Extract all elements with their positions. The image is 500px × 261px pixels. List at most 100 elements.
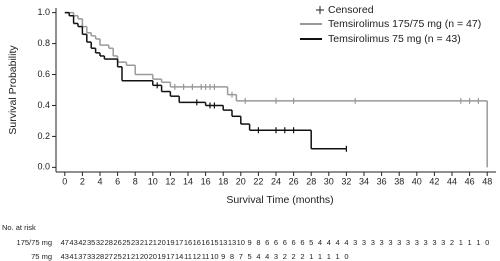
x-tick-label: 22 xyxy=(253,176,263,186)
risk-count: 2 xyxy=(300,252,304,261)
risk-count: 3 xyxy=(371,238,375,247)
risk-count: 9 xyxy=(221,252,225,261)
x-tick-label: 20 xyxy=(236,176,246,186)
risk-count: 0 xyxy=(344,252,348,261)
risk-count: 1 xyxy=(309,252,313,261)
risk-count: 6 xyxy=(274,238,278,247)
risk-count: 1 xyxy=(336,252,340,261)
risk-count: 23 xyxy=(131,238,139,247)
risk-count: 21 xyxy=(122,252,130,261)
x-tick-label: 2 xyxy=(80,176,85,186)
risk-count: 20 xyxy=(140,252,148,261)
risk-count: 32 xyxy=(96,238,104,247)
risk-count: 3 xyxy=(406,238,410,247)
risk-count: 26 xyxy=(113,238,121,247)
risk-count: 17 xyxy=(166,252,174,261)
x-tick-label: 24 xyxy=(271,176,281,186)
risk-count: 2 xyxy=(292,252,296,261)
risk-count: 8 xyxy=(256,238,260,247)
risk-count: 4 xyxy=(318,238,322,247)
risk-count: 4 xyxy=(336,238,340,247)
risk-row-label: 75 mg xyxy=(31,252,52,261)
x-tick-label: 10 xyxy=(148,176,158,186)
risk-count: 33 xyxy=(87,252,95,261)
x-tick-label: 0 xyxy=(62,176,67,186)
risk-count: 4 xyxy=(344,238,348,247)
risk-count: 21 xyxy=(131,252,139,261)
risk-count: 15 xyxy=(210,238,218,247)
risk-count: 21 xyxy=(140,238,148,247)
risk-count: 6 xyxy=(300,238,304,247)
risk-count: 41 xyxy=(69,252,77,261)
risk-count: 3 xyxy=(424,238,428,247)
y-tick-label: 0.0 xyxy=(37,162,50,172)
x-tick-label: 48 xyxy=(482,176,492,186)
risk-count: 3 xyxy=(415,238,419,247)
risk-table-title: No. at risk xyxy=(2,223,36,232)
risk-count: 3 xyxy=(353,238,357,247)
risk-count: 25 xyxy=(122,238,130,247)
x-tick-label: 14 xyxy=(183,176,193,186)
risk-row-label: 175/75 mg xyxy=(17,238,52,247)
risk-count: 1 xyxy=(327,252,331,261)
risk-count: 25 xyxy=(113,252,121,261)
risk-count: 21 xyxy=(149,238,157,247)
risk-count: 14 xyxy=(175,252,183,261)
x-axis-title: Survival Time (months) xyxy=(226,194,333,206)
risk-count: 8 xyxy=(230,252,234,261)
risk-count: 2 xyxy=(283,252,287,261)
risk-count: 2 xyxy=(450,238,454,247)
risk-count: 10 xyxy=(237,238,245,247)
legend-label: Temsirolimus 75 mg (n = 43) xyxy=(328,33,461,45)
risk-count: 6 xyxy=(283,238,287,247)
x-tick-label: 12 xyxy=(165,176,175,186)
risk-count: 3 xyxy=(397,238,401,247)
risk-count: 3 xyxy=(432,238,436,247)
risk-count: 1 xyxy=(318,252,322,261)
risk-count: 42 xyxy=(78,238,86,247)
x-tick-label: 46 xyxy=(465,176,475,186)
risk-count: 1 xyxy=(468,238,472,247)
x-tick-label: 34 xyxy=(359,176,369,186)
risk-count: 19 xyxy=(166,238,174,247)
risk-count: 13 xyxy=(219,238,227,247)
y-tick-label: 0.8 xyxy=(37,38,50,48)
risk-count: 3 xyxy=(362,238,366,247)
x-tick-label: 36 xyxy=(377,176,387,186)
risk-count: 20 xyxy=(157,238,165,247)
legend-label: Temsirolimus 175/75 mg (n = 47) xyxy=(328,18,481,30)
risk-count: 5 xyxy=(248,252,252,261)
risk-count: 20 xyxy=(149,252,157,261)
y-axis-title: Survival Probability xyxy=(7,45,19,135)
risk-count: 16 xyxy=(201,238,209,247)
risk-count: 4 xyxy=(256,252,260,261)
x-tick-label: 26 xyxy=(289,176,299,186)
risk-count: 35 xyxy=(87,238,95,247)
x-tick-label: 18 xyxy=(218,176,228,186)
risk-count: 27 xyxy=(105,252,113,261)
risk-count: 0 xyxy=(485,238,489,247)
risk-count: 16 xyxy=(184,238,192,247)
x-tick-label: 4 xyxy=(97,176,102,186)
risk-count: 16 xyxy=(193,238,201,247)
risk-count: 1 xyxy=(459,238,463,247)
risk-count: 3 xyxy=(388,238,392,247)
risk-count: 3 xyxy=(441,238,445,247)
x-tick-label: 16 xyxy=(201,176,211,186)
x-tick-label: 44 xyxy=(447,176,457,186)
y-tick-label: 1.0 xyxy=(37,7,50,17)
risk-count: 1 xyxy=(476,238,480,247)
x-tick-label: 38 xyxy=(394,176,404,186)
x-tick-label: 30 xyxy=(324,176,334,186)
risk-count: 7 xyxy=(239,252,243,261)
y-tick-label: 0.4 xyxy=(37,100,50,110)
risk-count: 13 xyxy=(228,238,236,247)
risk-count: 9 xyxy=(248,238,252,247)
risk-count: 28 xyxy=(96,252,104,261)
risk-count: 28 xyxy=(105,238,113,247)
x-tick-label: 6 xyxy=(115,176,120,186)
risk-count: 4 xyxy=(327,238,331,247)
y-tick-label: 0.2 xyxy=(37,131,50,141)
